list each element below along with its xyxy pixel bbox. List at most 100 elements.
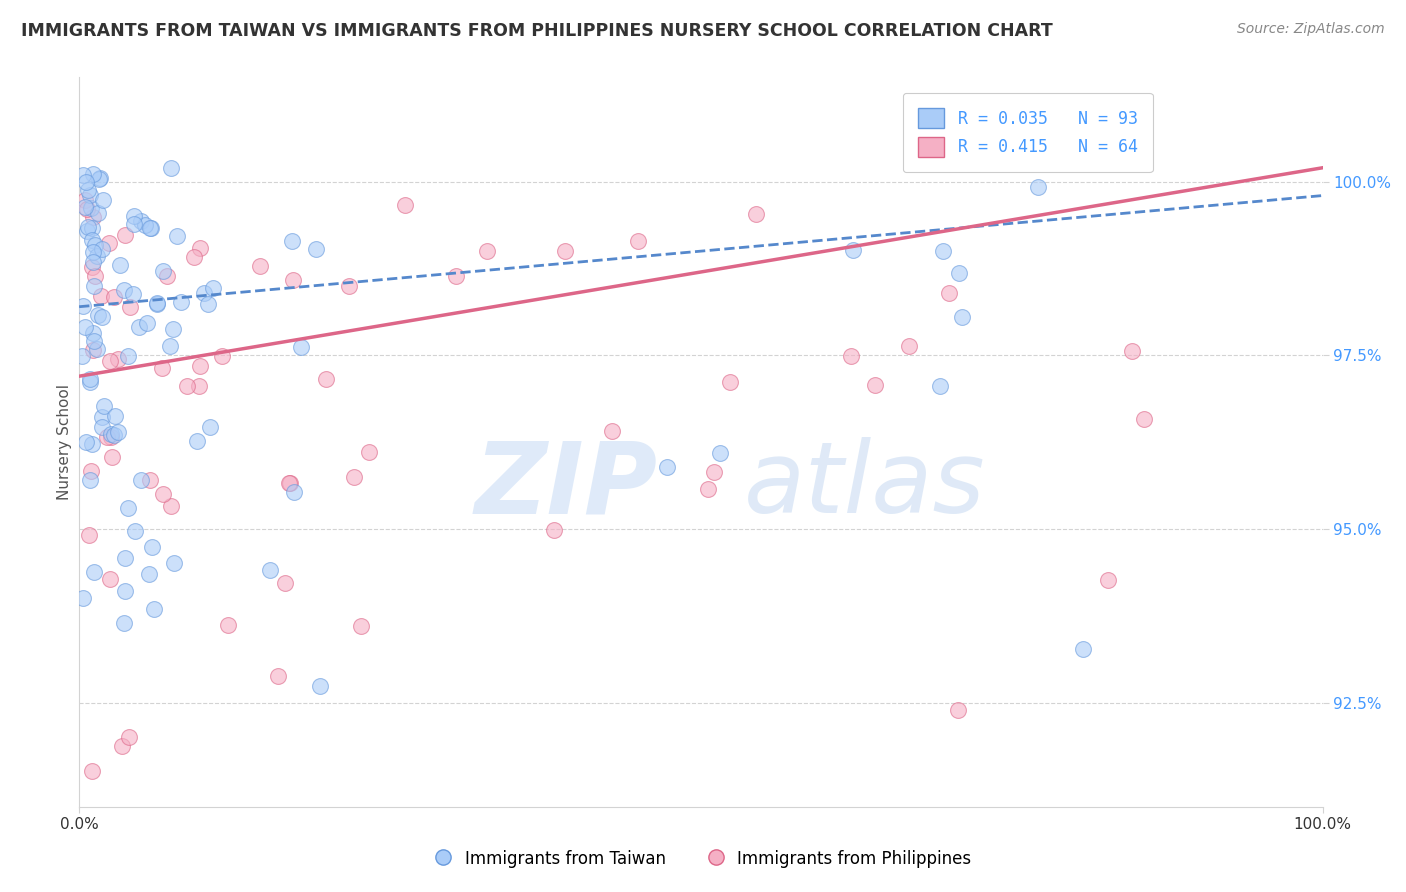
Point — [98, 572, 121, 586]
Point — [77, 183, 100, 197]
Point — [77, 528, 100, 542]
Point — [128, 320, 150, 334]
Point — [107, 352, 129, 367]
Point — [277, 476, 299, 491]
Point — [304, 242, 326, 256]
Point — [101, 450, 124, 465]
Point — [103, 290, 125, 304]
Point — [839, 349, 862, 363]
Point — [162, 321, 184, 335]
Point — [249, 259, 271, 273]
Point — [91, 194, 114, 208]
Point — [76, 220, 98, 235]
Point — [80, 764, 103, 778]
Point — [82, 343, 104, 358]
Point — [120, 300, 142, 314]
Point — [170, 295, 193, 310]
Point — [193, 285, 215, 300]
Y-axis label: Nursery School: Nursery School — [58, 384, 72, 500]
Point — [80, 233, 103, 247]
Point — [198, 420, 221, 434]
Point — [283, 485, 305, 500]
Point — [79, 188, 101, 202]
Point — [283, 273, 305, 287]
Point — [146, 295, 169, 310]
Point — [186, 434, 208, 449]
Point — [114, 583, 136, 598]
Point — [84, 268, 107, 283]
Point — [122, 209, 145, 223]
Point — [627, 235, 650, 249]
Point — [82, 244, 104, 259]
Point — [76, 202, 98, 216]
Point — [93, 399, 115, 413]
Point — [86, 342, 108, 356]
Point — [697, 482, 720, 496]
Point — [76, 224, 98, 238]
Point — [97, 235, 120, 250]
Point — [187, 379, 209, 393]
Point — [554, 244, 576, 258]
Point — [75, 175, 97, 189]
Point — [309, 679, 332, 693]
Point — [80, 201, 103, 215]
Point — [75, 200, 97, 214]
Point — [70, 350, 93, 364]
Point — [72, 591, 94, 605]
Point — [703, 465, 725, 479]
Point — [87, 309, 110, 323]
Point — [152, 264, 174, 278]
Point — [138, 567, 160, 582]
Point — [176, 378, 198, 392]
Point — [343, 470, 366, 484]
Point — [946, 703, 969, 717]
Point — [139, 473, 162, 487]
Point — [655, 459, 678, 474]
Point — [160, 499, 183, 513]
Point — [83, 334, 105, 348]
Point — [124, 524, 146, 538]
Point — [709, 446, 731, 460]
Point — [1133, 411, 1156, 425]
Point — [201, 281, 224, 295]
Point — [82, 436, 104, 450]
Point — [104, 409, 127, 424]
Point — [72, 299, 94, 313]
Point — [117, 349, 139, 363]
Point — [357, 445, 380, 459]
Point — [160, 161, 183, 176]
Point — [79, 473, 101, 487]
Point — [87, 172, 110, 186]
Point — [83, 565, 105, 579]
Point — [75, 435, 97, 450]
Point — [82, 211, 104, 225]
Point — [80, 464, 103, 478]
Point — [929, 379, 952, 393]
Text: ZIP: ZIP — [474, 437, 658, 534]
Point — [842, 244, 865, 258]
Point — [938, 285, 960, 300]
Point — [290, 340, 312, 354]
Point — [82, 326, 104, 340]
Point — [183, 250, 205, 264]
Point — [91, 242, 114, 256]
Point — [217, 618, 239, 632]
Point — [86, 249, 108, 263]
Point — [129, 474, 152, 488]
Point — [948, 266, 970, 280]
Point — [1121, 344, 1143, 359]
Point — [1097, 573, 1119, 587]
Point — [150, 361, 173, 376]
Text: atlas: atlas — [744, 437, 986, 534]
Point — [96, 430, 118, 444]
Point — [112, 616, 135, 631]
Point — [84, 238, 107, 252]
Point — [152, 487, 174, 501]
Point — [278, 476, 301, 491]
Point — [274, 575, 297, 590]
Point — [80, 220, 103, 235]
Point — [188, 359, 211, 373]
Point — [89, 171, 111, 186]
Point — [259, 563, 281, 577]
Point — [145, 297, 167, 311]
